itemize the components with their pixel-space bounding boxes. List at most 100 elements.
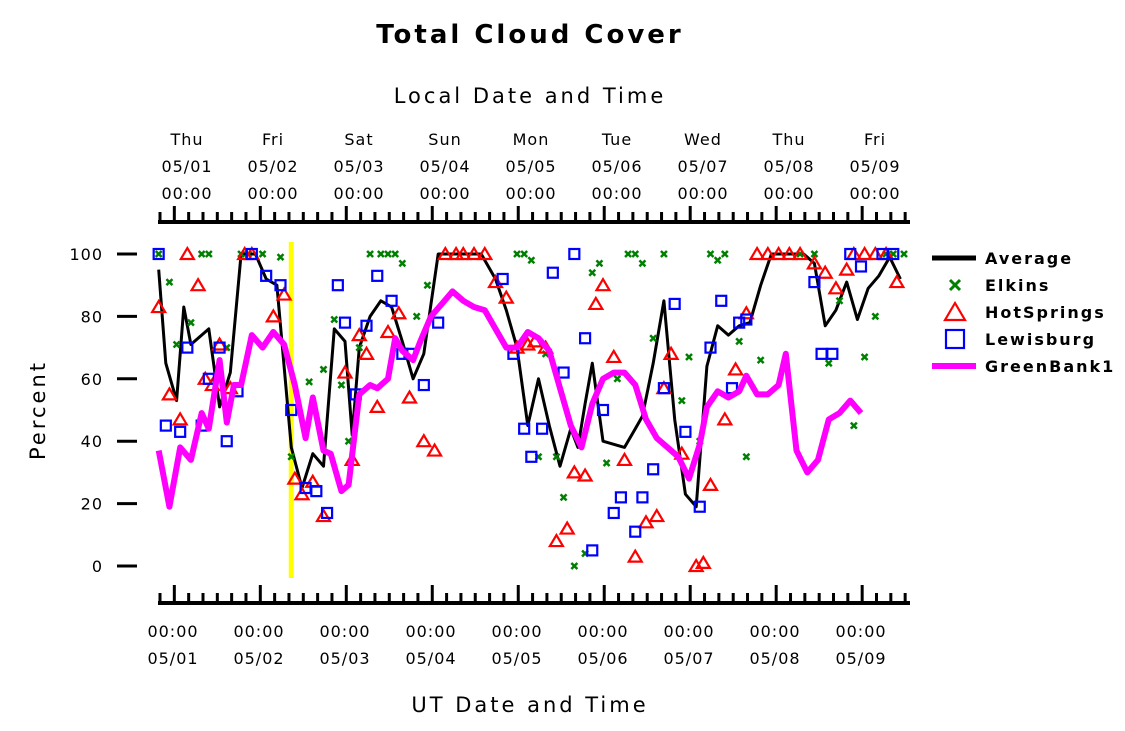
hotsprings-point (558, 520, 576, 535)
elkins-point-stroke (197, 250, 206, 258)
lewisburg-point (808, 275, 821, 289)
elkins-point (513, 250, 521, 258)
lewisburg-point (159, 419, 172, 432)
lewisburg-point (715, 294, 728, 307)
lewisburg-point (815, 347, 828, 360)
bottom-tick-date: 05/06 (577, 649, 628, 668)
elkins-point (520, 250, 529, 258)
elkins-point-stroke (319, 365, 328, 374)
legend-greenbank1-label: GreenBank1 (985, 357, 1115, 376)
elkins-point-stroke (570, 562, 579, 570)
hotsprings-point (426, 442, 444, 457)
hotsprings-point (648, 507, 666, 523)
top-axis-title: Local Date and Time (394, 84, 667, 108)
bottom-tick-date: 05/01 (147, 649, 198, 668)
bottom-tick-time: 00:00 (491, 622, 542, 641)
hotsprings-point (436, 245, 454, 261)
bottom-tick-date: 05/02 (233, 649, 284, 668)
bottom-tick-date: 05/05 (491, 649, 542, 668)
lewisburg-point (546, 266, 559, 279)
hotsprings-point (264, 308, 282, 323)
legend-elkins-label: Elkins (985, 276, 1050, 295)
elkins-point (187, 318, 195, 327)
top-tick-date: 05/09 (849, 157, 900, 176)
lewisburg-point (535, 422, 549, 435)
elkins-point (824, 359, 833, 368)
elkins-point-stroke (384, 250, 392, 258)
elkins-point (391, 250, 400, 258)
hotsprings-point (358, 345, 375, 360)
bottom-tick-date: 05/09 (835, 649, 886, 668)
hotsprings-point (171, 411, 189, 426)
lewisburg-point (274, 279, 287, 292)
elkins-point-stroke (649, 334, 658, 343)
top-tick-time: 00:00 (419, 184, 470, 203)
elkins-point (735, 337, 744, 346)
elkins-point-stroke (559, 493, 568, 502)
hotsprings-point (791, 245, 809, 261)
lewisburg-point (636, 491, 649, 504)
elkins-point-stroke (344, 437, 353, 446)
hotsprings-point (368, 398, 386, 413)
elkins-point-stroke (860, 353, 869, 361)
elkins-point (412, 312, 421, 321)
elkins-point-stroke (154, 250, 163, 258)
lewisburg-point (614, 491, 628, 504)
elkins-point (287, 452, 296, 461)
y-tick-label: 20 (81, 495, 103, 514)
elkins-point (398, 259, 407, 268)
hotsprings-point (748, 245, 766, 261)
top-tick-time: 00:00 (505, 184, 556, 203)
hotsprings-point (454, 245, 472, 261)
y-tick-label: 80 (81, 307, 103, 326)
elkins-point-stroke (742, 452, 751, 461)
elkins-point-stroke (677, 396, 686, 405)
elkins-point (355, 343, 364, 352)
elkins-point-stroke (552, 452, 561, 461)
top-tick-time: 00:00 (161, 184, 212, 203)
elkins-point (423, 281, 432, 290)
hotsprings-point (827, 280, 845, 295)
elkins-point-stroke (900, 250, 908, 258)
bottom-tick-time: 00:00 (663, 622, 714, 641)
y-tick-label: 40 (81, 432, 103, 451)
elkins-point (660, 250, 668, 258)
lewisburg-point (844, 247, 857, 261)
lewisburg-point (260, 269, 273, 282)
elkins-point-stroke (412, 312, 421, 321)
elkins-point (552, 452, 561, 461)
top-tick-day: Fri (262, 130, 284, 149)
x-axis-title: UT Date and Time (411, 693, 648, 717)
hotsprings-point (888, 273, 906, 289)
legend-hotsprings-label: HotSprings (985, 303, 1106, 322)
lewisburg-point (525, 450, 538, 463)
elkins-point (835, 296, 844, 305)
hotsprings-point (150, 298, 168, 314)
hotsprings-point (727, 361, 745, 376)
lewisburg-point (338, 316, 352, 329)
elkins-point-stroke (337, 381, 346, 389)
lewisburg-point (213, 341, 226, 354)
hotsprings-point (780, 245, 798, 261)
elkins-point (649, 334, 658, 343)
lewisburg-point (679, 425, 692, 438)
lewisburg-point (668, 297, 681, 311)
elkins-point (900, 250, 908, 258)
lewisburg-point (496, 272, 509, 286)
hotsprings-point (415, 433, 433, 448)
elkins-point-stroke (735, 337, 744, 346)
hotsprings-point (702, 476, 719, 491)
lewisburg-point (385, 294, 398, 307)
hotsprings-point (476, 245, 494, 261)
elkins-point-stroke (713, 256, 722, 265)
hotsprings-point (350, 326, 368, 342)
elkins-point (258, 250, 267, 258)
hotsprings-point (594, 277, 612, 292)
bottom-tick-time: 00:00 (577, 622, 628, 641)
hotsprings-point (856, 245, 874, 261)
elkins-point-stroke (165, 278, 174, 286)
hotsprings-point (178, 245, 196, 261)
bottom-axis: 00:00 05/01 00:00 05/02 00:00 05/03 00:00 05/04… (147, 585, 910, 668)
elkins-point-stroke (720, 250, 729, 258)
top-tick-date: 05/08 (763, 157, 814, 176)
